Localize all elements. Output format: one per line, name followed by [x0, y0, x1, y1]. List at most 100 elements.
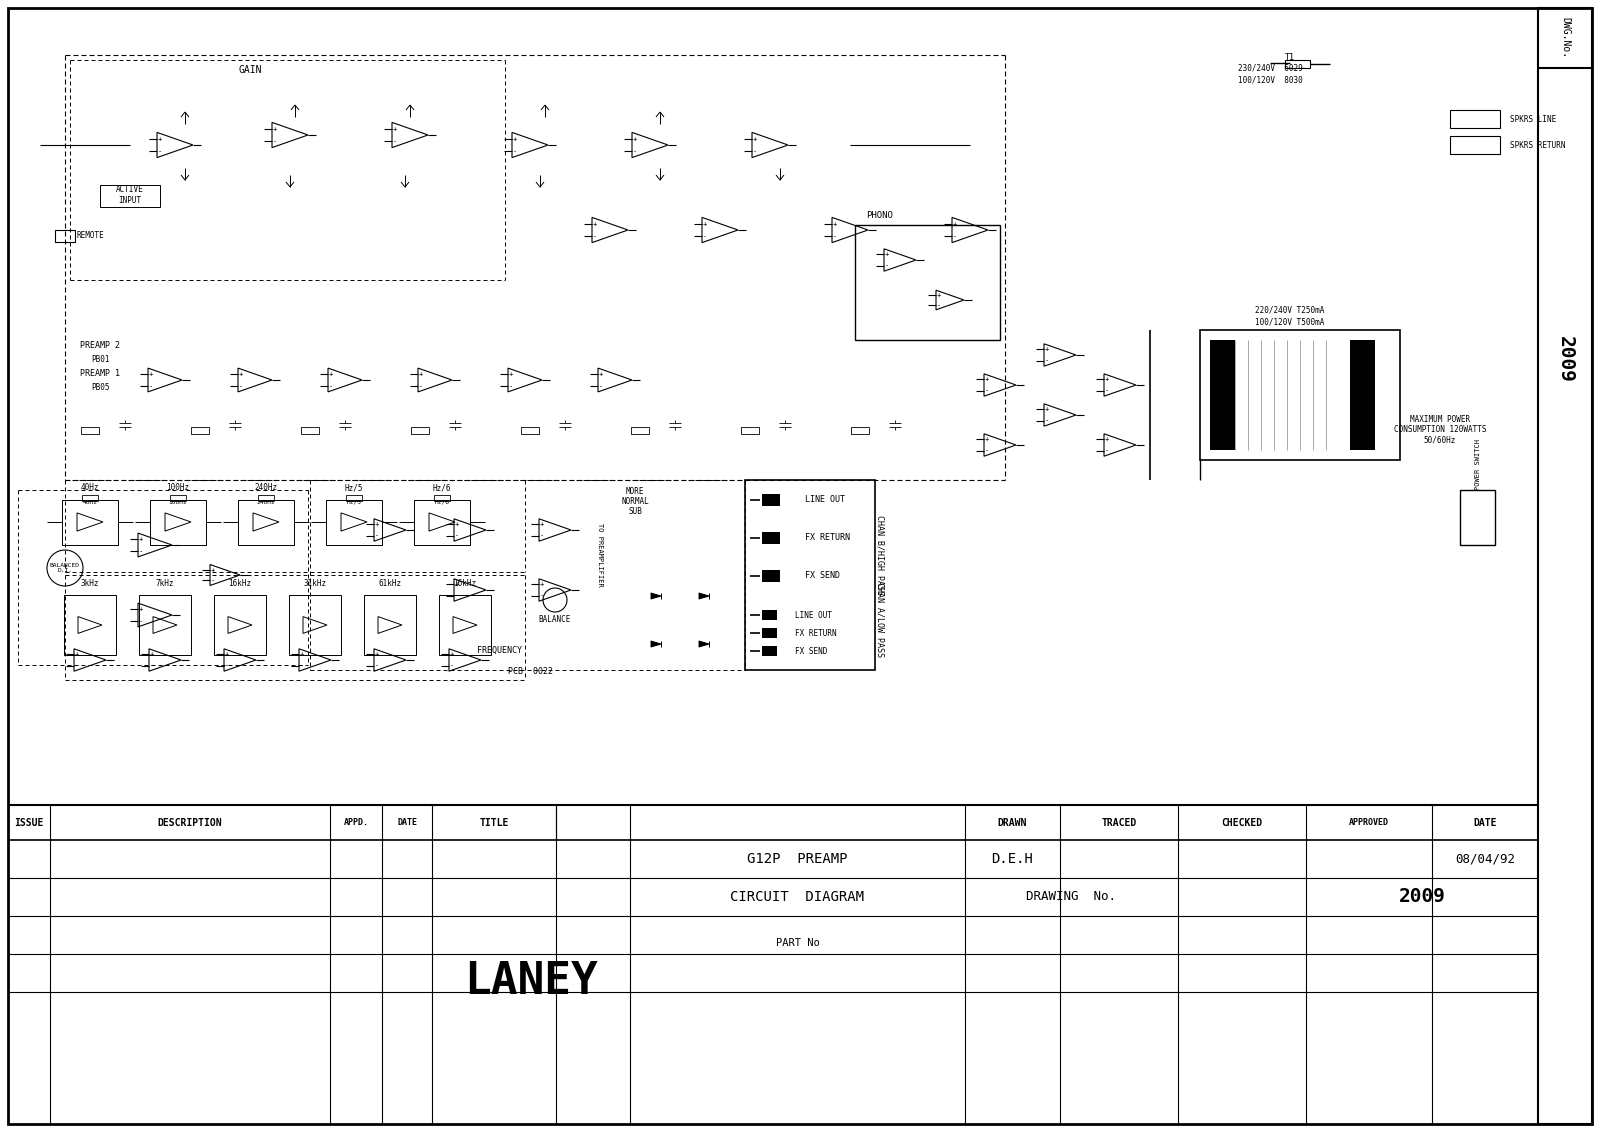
Text: DRAWN: DRAWN — [998, 817, 1027, 827]
Text: TITLE: TITLE — [480, 817, 509, 827]
Text: 230/240V  6029: 230/240V 6029 — [1238, 63, 1302, 72]
Text: LINE OUT: LINE OUT — [805, 496, 845, 505]
Text: PREAMP 2: PREAMP 2 — [80, 341, 120, 350]
Text: 100Hz: 100Hz — [168, 499, 187, 505]
Text: 240Hz: 240Hz — [256, 499, 275, 505]
Bar — [1538, 8, 1592, 1124]
Text: PB05: PB05 — [91, 384, 109, 393]
Text: SUB: SUB — [629, 507, 642, 516]
Bar — [851, 427, 869, 434]
Bar — [1450, 136, 1501, 154]
Bar — [326, 500, 382, 544]
Bar — [854, 225, 1000, 340]
Text: +: + — [238, 371, 243, 377]
Text: -: - — [238, 383, 243, 389]
Text: 2009: 2009 — [1398, 887, 1445, 907]
Text: 61kHz: 61kHz — [379, 578, 402, 588]
Text: +: + — [374, 522, 379, 528]
Text: +: + — [598, 371, 603, 377]
Bar — [762, 610, 778, 620]
Text: FX RETURN: FX RETURN — [795, 628, 837, 637]
Text: -: - — [274, 138, 277, 144]
Text: DWG.No.: DWG.No. — [1560, 17, 1570, 59]
Text: +: + — [1045, 406, 1050, 412]
Bar — [762, 494, 781, 506]
Text: TO PREAMPLIFIER: TO PREAMPLIFIER — [597, 523, 603, 586]
Text: -: - — [330, 383, 333, 389]
Bar — [301, 427, 318, 434]
Text: 7kHz: 7kHz — [155, 578, 174, 588]
Text: -: - — [598, 383, 603, 389]
Bar — [1210, 340, 1235, 451]
Bar — [258, 495, 274, 501]
Text: PHONO: PHONO — [867, 211, 893, 220]
Text: 100Hz: 100Hz — [166, 483, 189, 492]
Text: GAIN: GAIN — [238, 65, 262, 75]
Text: PART No: PART No — [776, 937, 819, 947]
Text: G12P  PREAMP: G12P PREAMP — [747, 852, 848, 866]
Text: LANEY: LANEY — [464, 960, 598, 1003]
Text: -: - — [139, 548, 142, 554]
Bar — [741, 427, 758, 434]
Text: +: + — [834, 221, 837, 226]
Polygon shape — [651, 593, 661, 599]
Text: D.E.H: D.E.H — [992, 852, 1034, 866]
Text: CIRCUIT  DIAGRAM: CIRCUIT DIAGRAM — [731, 890, 864, 904]
Text: -: - — [634, 148, 637, 154]
Text: 31kHz: 31kHz — [304, 578, 326, 588]
Text: SPKRS LINE: SPKRS LINE — [1510, 114, 1557, 123]
Bar — [64, 595, 115, 655]
Text: 100/120V T500mA: 100/120V T500mA — [1256, 317, 1325, 326]
Text: +: + — [454, 582, 459, 588]
Text: +: + — [986, 437, 989, 443]
Text: +: + — [954, 221, 957, 226]
Text: TRACED: TRACED — [1101, 817, 1136, 827]
Text: 2009: 2009 — [1555, 336, 1574, 384]
Text: CHAN A/LOW PASS: CHAN A/LOW PASS — [875, 583, 885, 658]
Text: -: - — [1106, 447, 1109, 454]
Text: +: + — [594, 221, 597, 226]
Text: +: + — [986, 377, 989, 383]
Text: -: - — [226, 662, 229, 669]
Text: Hz/6: Hz/6 — [435, 499, 450, 505]
Text: T1: T1 — [1285, 53, 1294, 62]
Text: PCB  0022: PCB 0022 — [507, 668, 552, 677]
Text: 16kHz: 16kHz — [229, 578, 251, 588]
Text: +: + — [150, 651, 154, 658]
Text: +: + — [514, 136, 517, 142]
Text: -: - — [885, 263, 890, 268]
Bar — [1200, 331, 1400, 460]
Text: APPD.: APPD. — [344, 818, 368, 827]
Text: SPKRS RETURN: SPKRS RETURN — [1510, 140, 1565, 149]
Text: BALANCED
D.I.: BALANCED D.I. — [50, 563, 80, 574]
Text: +: + — [330, 371, 333, 377]
Text: -: - — [986, 387, 989, 394]
Text: Hz/5: Hz/5 — [347, 499, 362, 505]
Text: FX RETURN: FX RETURN — [805, 533, 850, 542]
Bar — [190, 427, 210, 434]
Text: +: + — [754, 136, 757, 142]
Bar — [414, 500, 470, 544]
Text: -: - — [150, 662, 154, 669]
Text: 40Hz: 40Hz — [80, 483, 99, 492]
Text: -: - — [139, 618, 142, 624]
Text: -: - — [419, 383, 422, 389]
Text: FX SEND: FX SEND — [795, 646, 827, 655]
Text: -: - — [394, 138, 397, 144]
Bar — [62, 500, 118, 544]
Text: FREQUENCY: FREQUENCY — [477, 645, 523, 654]
Bar — [1285, 60, 1310, 68]
Bar — [82, 427, 99, 434]
Text: Hz/6: Hz/6 — [432, 483, 451, 492]
Text: -: - — [1045, 358, 1050, 363]
Text: FX SEND: FX SEND — [805, 572, 840, 581]
Text: -: - — [986, 447, 989, 454]
Text: +: + — [149, 371, 154, 377]
Text: +: + — [1045, 346, 1050, 352]
Text: -: - — [1045, 418, 1050, 423]
Text: CHAN B/HIGH PASS: CHAN B/HIGH PASS — [875, 515, 885, 595]
Text: +: + — [374, 651, 379, 658]
Bar — [365, 595, 416, 655]
Polygon shape — [699, 641, 709, 648]
Text: 08/04/92: 08/04/92 — [1454, 852, 1515, 866]
